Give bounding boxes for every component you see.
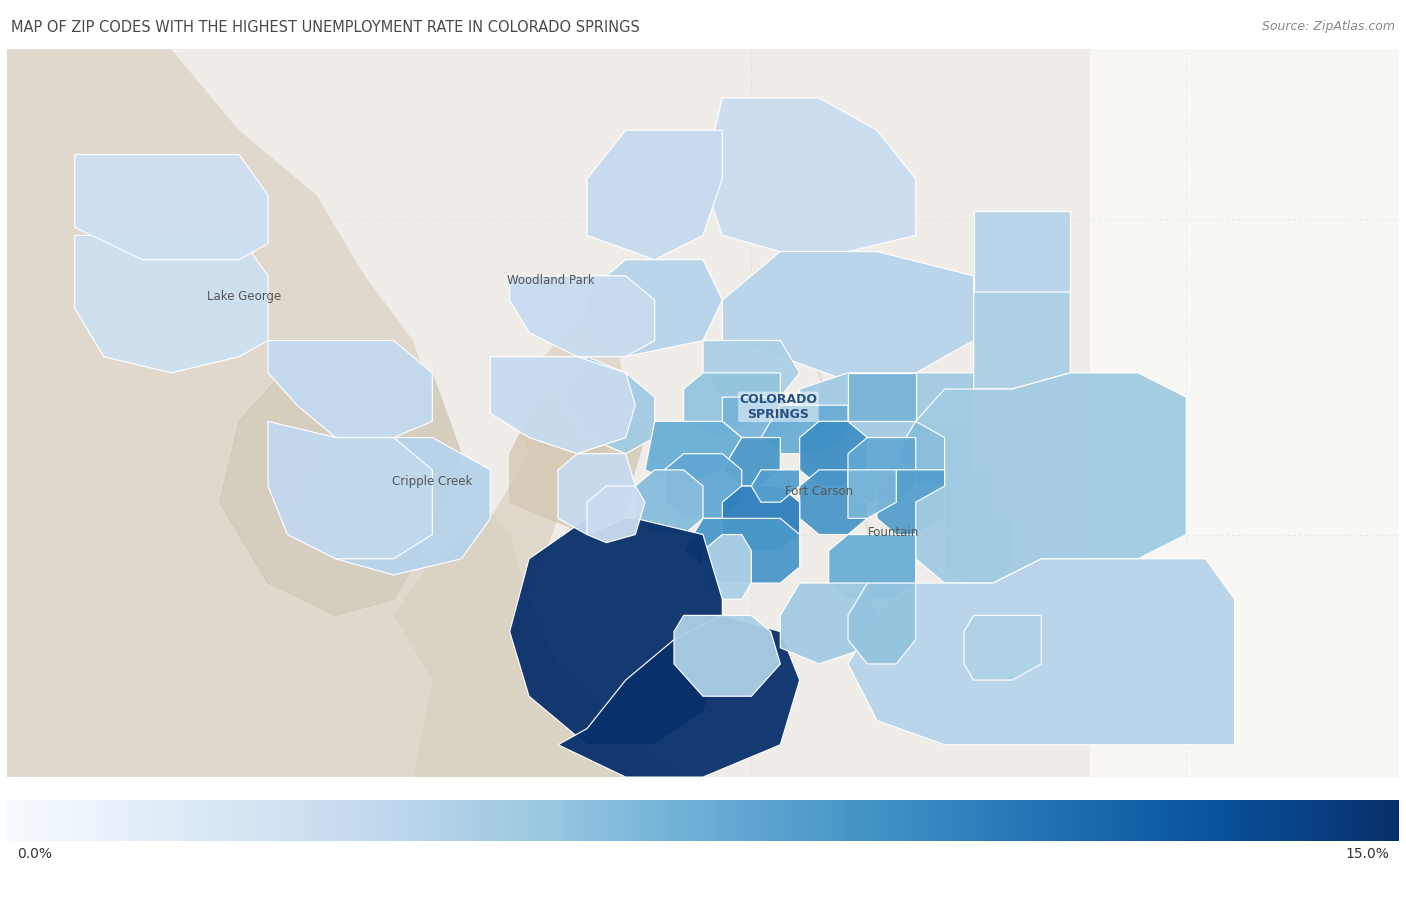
Polygon shape (75, 236, 269, 373)
Polygon shape (973, 211, 1070, 292)
Polygon shape (877, 470, 945, 535)
Polygon shape (848, 438, 915, 503)
Polygon shape (828, 535, 915, 600)
Text: Woodland Park: Woodland Park (508, 274, 595, 287)
Polygon shape (588, 486, 645, 543)
Text: Fountain: Fountain (868, 527, 920, 539)
Text: 15.0%: 15.0% (1346, 847, 1389, 861)
Polygon shape (703, 98, 915, 252)
Polygon shape (965, 616, 1042, 680)
Polygon shape (683, 373, 780, 438)
Polygon shape (761, 405, 848, 454)
Polygon shape (703, 535, 751, 600)
Polygon shape (915, 373, 1187, 583)
Polygon shape (848, 559, 1234, 744)
Polygon shape (848, 470, 896, 519)
Polygon shape (7, 292, 683, 777)
Polygon shape (558, 616, 800, 777)
Polygon shape (751, 470, 800, 503)
Polygon shape (491, 357, 636, 454)
Polygon shape (723, 397, 800, 438)
Polygon shape (723, 486, 800, 551)
Polygon shape (973, 292, 1070, 389)
Polygon shape (636, 470, 703, 535)
Polygon shape (703, 341, 800, 397)
Polygon shape (800, 373, 973, 438)
Polygon shape (269, 341, 433, 438)
Polygon shape (723, 438, 780, 486)
Polygon shape (645, 422, 742, 486)
Polygon shape (558, 454, 636, 535)
Polygon shape (269, 422, 433, 559)
Polygon shape (665, 454, 742, 519)
Text: Lake George: Lake George (207, 289, 281, 303)
Polygon shape (297, 438, 491, 575)
Polygon shape (7, 49, 1399, 777)
Polygon shape (800, 422, 868, 486)
Polygon shape (780, 583, 877, 663)
Polygon shape (510, 519, 723, 744)
Polygon shape (558, 357, 655, 454)
Polygon shape (723, 252, 973, 381)
Text: MAP OF ZIP CODES WITH THE HIGHEST UNEMPLOYMENT RATE IN COLORADO SPRINGS: MAP OF ZIP CODES WITH THE HIGHEST UNEMPL… (11, 20, 640, 35)
Polygon shape (510, 276, 655, 357)
Polygon shape (945, 519, 1012, 583)
Polygon shape (588, 130, 723, 260)
Text: COLORADO
SPRINGS: COLORADO SPRINGS (740, 393, 817, 421)
Polygon shape (1090, 49, 1399, 777)
Text: Cripple Creek: Cripple Creek (392, 476, 472, 488)
Polygon shape (848, 373, 915, 422)
Polygon shape (683, 519, 800, 583)
Polygon shape (945, 470, 993, 535)
Polygon shape (588, 260, 723, 357)
Polygon shape (673, 616, 780, 696)
Text: Source: ZipAtlas.com: Source: ZipAtlas.com (1261, 20, 1395, 32)
Polygon shape (848, 583, 915, 663)
Text: Fort Carson: Fort Carson (785, 485, 853, 498)
Polygon shape (510, 373, 645, 535)
Polygon shape (75, 155, 269, 260)
Text: 0.0%: 0.0% (17, 847, 52, 861)
Polygon shape (219, 341, 461, 616)
Polygon shape (7, 49, 655, 777)
Polygon shape (896, 422, 973, 486)
Polygon shape (800, 470, 868, 535)
